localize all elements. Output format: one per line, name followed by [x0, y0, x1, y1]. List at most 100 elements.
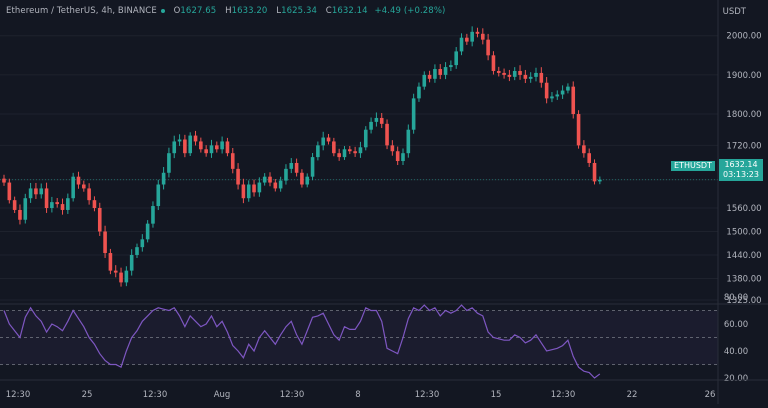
candle-body[interactable]: [598, 179, 602, 182]
candle-body[interactable]: [417, 86, 421, 99]
candle-body[interactable]: [582, 145, 586, 154]
candle-body[interactable]: [188, 135, 192, 154]
candle-body[interactable]: [71, 176, 75, 199]
candle-body[interactable]: [193, 135, 198, 142]
candle-body[interactable]: [401, 153, 405, 162]
candle-body[interactable]: [284, 168, 288, 181]
candle-body[interactable]: [502, 72, 506, 75]
candle-body[interactable]: [230, 153, 235, 169]
candle-body[interactable]: [12, 200, 17, 210]
candle-body[interactable]: [571, 86, 576, 115]
candle-body[interactable]: [140, 239, 145, 248]
candle-body[interactable]: [44, 188, 49, 208]
candle-body[interactable]: [385, 123, 389, 146]
candle-body[interactable]: [443, 67, 448, 75]
candle-body[interactable]: [252, 184, 256, 193]
candle-body[interactable]: [278, 180, 283, 189]
candle-body[interactable]: [55, 202, 59, 205]
candle-body[interactable]: [2, 178, 6, 183]
candle-body[interactable]: [507, 74, 512, 77]
candle-body[interactable]: [587, 153, 591, 163]
candle-body[interactable]: [66, 198, 70, 210]
candle-body[interactable]: [50, 202, 54, 208]
candle-body[interactable]: [491, 55, 496, 71]
candle-body[interactable]: [262, 176, 267, 183]
candle-body[interactable]: [151, 206, 155, 224]
candle-body[interactable]: [518, 70, 522, 75]
candle-body[interactable]: [23, 198, 28, 220]
candle-body[interactable]: [76, 176, 81, 185]
candle-body[interactable]: [108, 253, 113, 271]
candle-body[interactable]: [273, 182, 278, 189]
candle-body[interactable]: [209, 145, 214, 154]
candle-body[interactable]: [135, 247, 139, 255]
candle-body[interactable]: [374, 117, 379, 122]
candle-body[interactable]: [550, 96, 554, 99]
candle-body[interactable]: [544, 82, 549, 99]
candle-body[interactable]: [18, 209, 22, 220]
candle-body[interactable]: [204, 149, 208, 154]
candle-body[interactable]: [145, 223, 150, 240]
candle-body[interactable]: [310, 157, 315, 177]
candle-body[interactable]: [129, 254, 134, 271]
candle-body[interactable]: [481, 33, 485, 40]
candle-body[interactable]: [113, 270, 118, 273]
candle-body[interactable]: [475, 31, 480, 34]
candle-body[interactable]: [486, 39, 490, 56]
candle-body[interactable]: [167, 153, 171, 173]
candle-body[interactable]: [225, 141, 230, 154]
candle-body[interactable]: [438, 69, 443, 75]
candle-body[interactable]: [199, 141, 203, 150]
candle-body[interactable]: [555, 94, 560, 97]
candle-body[interactable]: [28, 188, 33, 199]
candle-body[interactable]: [560, 90, 565, 95]
candle-body[interactable]: [300, 172, 304, 185]
candle-body[interactable]: [97, 208, 102, 232]
candle-body[interactable]: [103, 231, 107, 254]
candle-body[interactable]: [534, 72, 538, 77]
candle-body[interactable]: [470, 31, 474, 42]
candle-body[interactable]: [332, 141, 336, 154]
candle-body[interactable]: [39, 188, 44, 195]
candle-body[interactable]: [337, 153, 341, 158]
candle-body[interactable]: [82, 184, 86, 189]
candle-body[interactable]: [566, 86, 570, 91]
candle-body[interactable]: [257, 182, 262, 193]
candle-body[interactable]: [321, 137, 325, 146]
candle-body[interactable]: [449, 65, 453, 68]
candle-body[interactable]: [427, 74, 432, 79]
candle-body[interactable]: [395, 151, 400, 162]
candle-body[interactable]: [379, 117, 384, 124]
candle-body[interactable]: [465, 37, 469, 42]
candle-body[interactable]: [539, 72, 544, 83]
candle-body[interactable]: [592, 162, 597, 182]
candle-body[interactable]: [177, 139, 182, 142]
candle-body[interactable]: [305, 176, 310, 185]
candle-body[interactable]: [348, 149, 352, 152]
candle-body[interactable]: [459, 37, 464, 52]
candle-body[interactable]: [215, 145, 219, 150]
candle-body[interactable]: [60, 204, 65, 210]
candle-body[interactable]: [576, 114, 581, 146]
candle-body[interactable]: [528, 76, 533, 79]
candle-body[interactable]: [92, 200, 97, 208]
candle-body[interactable]: [433, 69, 437, 79]
candle-body[interactable]: [406, 129, 411, 154]
candle-body[interactable]: [353, 151, 357, 154]
candle-body[interactable]: [34, 188, 38, 195]
candle-body[interactable]: [119, 272, 123, 283]
candle-body[interactable]: [358, 147, 363, 154]
candle-body[interactable]: [124, 270, 129, 283]
candle-body[interactable]: [268, 176, 272, 183]
candle-body[interactable]: [246, 184, 251, 199]
candle-body[interactable]: [241, 184, 246, 199]
candle-body[interactable]: [422, 74, 427, 87]
candle-body[interactable]: [523, 74, 528, 79]
candle-body[interactable]: [183, 139, 187, 154]
candle-body[interactable]: [496, 70, 501, 73]
candle-body[interactable]: [161, 172, 166, 185]
candle-body[interactable]: [512, 70, 517, 77]
candle-body[interactable]: [316, 145, 320, 158]
